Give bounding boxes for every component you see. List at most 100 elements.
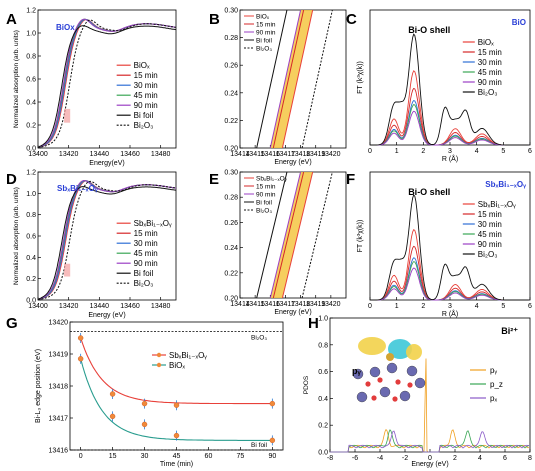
x-tick-label: 1 bbox=[395, 148, 399, 155]
x-tick-label: 13415 bbox=[245, 151, 265, 158]
data-point bbox=[173, 402, 180, 408]
series-line bbox=[38, 18, 176, 148]
y-axis-label: Normalized absorption (arb. units) bbox=[13, 187, 20, 285]
legend-label: 30 min bbox=[478, 220, 502, 229]
legend-label: pᵧ bbox=[490, 366, 497, 375]
legend-label: SbₓBi₁₋ₓOᵧ bbox=[256, 176, 288, 183]
x-tick-label: 4 bbox=[475, 148, 479, 155]
x-tick-label: 15 bbox=[109, 453, 117, 460]
x-axis-label: Energy(eV) bbox=[89, 160, 124, 167]
x-tick-label: -2 bbox=[402, 455, 408, 462]
y-tick-label: 0.26 bbox=[224, 63, 238, 70]
y-tick-label: 1.0 bbox=[26, 191, 36, 198]
legend-label: 90 min bbox=[478, 240, 502, 249]
legend-label: Bi foil bbox=[256, 200, 272, 207]
x-tick-label: -4 bbox=[377, 455, 383, 462]
y-tick-label: 13417 bbox=[49, 416, 69, 423]
legend-label: BiOₓ bbox=[256, 14, 270, 21]
data-point bbox=[109, 413, 116, 420]
x-tick-label: 60 bbox=[205, 453, 213, 460]
inset-label: pᵧ bbox=[352, 366, 361, 376]
y-tick-label: 13418 bbox=[49, 384, 69, 391]
series-line bbox=[38, 25, 176, 148]
x-tick-label: 13440 bbox=[90, 303, 110, 310]
legend-label: Bi₂O₃ bbox=[478, 88, 498, 97]
x-tick-label: 6 bbox=[528, 148, 532, 155]
series-line bbox=[370, 33, 529, 146]
x-tick-label: 0 bbox=[428, 455, 432, 462]
series-line bbox=[256, 9, 288, 149]
panel-label: G bbox=[6, 315, 18, 332]
legend-label: pₓ bbox=[490, 394, 497, 403]
y-tick-label: 1.0 bbox=[318, 316, 328, 323]
x-tick-label: 0 bbox=[79, 453, 83, 460]
data-point bbox=[77, 356, 84, 362]
x-tick-label: 13417 bbox=[276, 301, 296, 308]
y-tick-label: 0.0 bbox=[26, 146, 36, 153]
orbital-lobe bbox=[358, 337, 386, 355]
x-tick-label: 45 bbox=[173, 453, 181, 460]
legend-label: 45 min bbox=[478, 230, 502, 239]
y-tick-label: 0.2 bbox=[26, 276, 36, 283]
badge-label: BiO bbox=[512, 18, 526, 27]
y-tick-label: 0.6 bbox=[26, 77, 36, 84]
data-point bbox=[141, 421, 148, 428]
y-tick-label: 0.20 bbox=[224, 296, 238, 303]
x-tick-label: 90 bbox=[268, 453, 276, 460]
x-tick-label: 13419 bbox=[306, 301, 326, 308]
y-axis-label: FT (k³χ(k)) bbox=[357, 61, 364, 94]
legend-label: 15 min bbox=[256, 22, 276, 29]
series-line bbox=[370, 229, 529, 301]
legend-label: 45 min bbox=[134, 249, 158, 258]
legend-label: Bi foil bbox=[134, 269, 154, 278]
legend-label: SbₓBi₁₋ₓOᵧ bbox=[478, 200, 516, 209]
legend-label: 45 min bbox=[478, 68, 502, 77]
series-line bbox=[301, 171, 333, 299]
legend-label: SbₓBi₁₋ₓOᵧ bbox=[134, 219, 172, 228]
y-tick-label: 1.0 bbox=[26, 31, 36, 38]
x-tick-label: 13416 bbox=[261, 151, 281, 158]
y-tick-label: 0.22 bbox=[224, 270, 238, 277]
series-line bbox=[272, 9, 305, 149]
y-tick-label: 0.28 bbox=[224, 35, 238, 42]
legend-label: Bi₂O₃ bbox=[478, 250, 498, 259]
x-tick-label: 13480 bbox=[151, 151, 171, 158]
reference-label: Bi foil bbox=[251, 442, 267, 449]
legend-label: 15 min bbox=[134, 229, 158, 238]
y-tick-label: 0.30 bbox=[224, 170, 238, 177]
x-tick-label: 13417 bbox=[276, 151, 296, 158]
y-tick-label: 0.22 bbox=[224, 118, 238, 125]
x-axis-label: R (Å) bbox=[442, 154, 458, 163]
x-axis-label: R (Å) bbox=[442, 309, 458, 318]
x-tick-label: 2 bbox=[453, 455, 457, 462]
y-tick-label: 0.24 bbox=[224, 90, 238, 97]
y-tick-label: 0.8 bbox=[318, 342, 328, 349]
x-axis-label: Energy (eV) bbox=[274, 309, 311, 316]
x-axis-label: Energy (eV) bbox=[88, 312, 125, 319]
legend-label: Bi foil bbox=[134, 111, 154, 120]
x-tick-label: 13420 bbox=[59, 303, 79, 310]
badge-label: SbₓBi₁₋ₓOᵧ bbox=[57, 184, 98, 193]
x-tick-label: 5 bbox=[501, 303, 505, 310]
plot-frame bbox=[239, 171, 347, 299]
x-tick-label: 13414 bbox=[230, 301, 250, 308]
y-tick-label: 1.2 bbox=[26, 8, 36, 15]
panel-label: D bbox=[6, 171, 17, 188]
legend-label: Bi₂O₃ bbox=[256, 46, 272, 53]
legend-label: 45 min bbox=[134, 91, 158, 100]
badge-label: Bi²⁺ bbox=[501, 326, 518, 336]
atom-o bbox=[377, 377, 383, 383]
y-tick-label: 0.2 bbox=[318, 423, 328, 430]
legend-label: 15 min bbox=[478, 210, 502, 219]
atom-bi bbox=[414, 377, 426, 389]
panel-label: F bbox=[346, 171, 355, 188]
x-tick-label: -6 bbox=[352, 455, 358, 462]
y-tick-label: 0.8 bbox=[26, 54, 36, 61]
legend-label: Bi₂O₃ bbox=[256, 208, 272, 215]
x-tick-label: 1 bbox=[395, 303, 399, 310]
